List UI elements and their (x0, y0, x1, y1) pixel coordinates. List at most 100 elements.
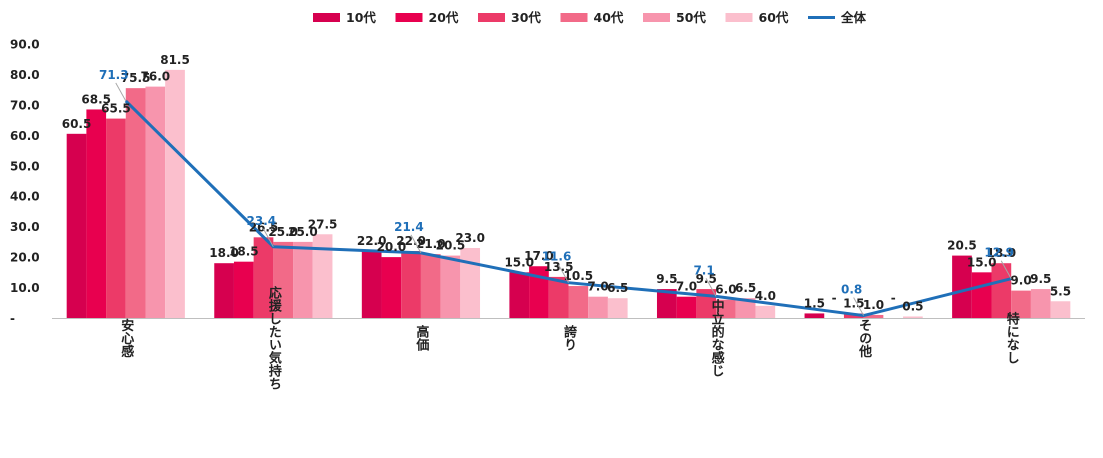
x-category-label: 中立的な感じ (709, 298, 725, 377)
legend-label: 10代 (346, 10, 376, 25)
bar-10代-3 (509, 272, 530, 318)
line-label-leader (1000, 260, 1012, 279)
bar-10代-6 (952, 255, 972, 318)
bar-value-label: 0.5 (902, 299, 923, 313)
line-label-leader (558, 264, 569, 283)
x-category-label: 特になし (1004, 311, 1020, 364)
bar-value-label: 20.5 (436, 239, 466, 253)
line-value-label: 7.1 (693, 263, 714, 277)
line-value-label: 21.4 (394, 220, 424, 234)
line-value-label: 23.4 (247, 214, 277, 228)
legend-label: 60代 (759, 10, 789, 25)
bar-value-label: 27.5 (308, 217, 338, 231)
bar-50代-6 (1030, 289, 1051, 318)
bar-50代-1 (293, 241, 313, 318)
bar-value-label: 13.5 (544, 260, 574, 274)
bar-20代-0 (86, 109, 107, 318)
line-label-leader (262, 228, 274, 248)
bar-50代-2 (440, 255, 461, 318)
bar-value-label: 25.0 (288, 225, 318, 239)
bar-value-label: 75.5 (121, 71, 151, 85)
line-value-labels: 71.3 23.4 21.4 11.6 7.1 0.8 12.9 (99, 68, 1014, 316)
legend-label: 30代 (511, 10, 541, 25)
legend-swatch-30代 (478, 13, 505, 22)
legend-swatch-10代 (313, 13, 340, 22)
bars (66, 69, 1071, 319)
y-tick-label: 70.0 (10, 98, 40, 112)
x-category-label: その他 (856, 319, 873, 359)
bar-value-label: 6.5 (607, 281, 628, 295)
bar-60代-2 (460, 247, 481, 318)
y-tick-label: 10.0 (10, 281, 40, 295)
bar-value-label: 20.5 (947, 239, 977, 253)
y-tick-label: 90.0 (10, 38, 40, 52)
line-label-leader (705, 278, 717, 297)
bar-20代-1 (233, 261, 254, 318)
bar-value-label: 81.5 (160, 53, 190, 67)
bar-value-label: 7.0 (587, 280, 608, 294)
bar-value-label: 15.0 (967, 255, 997, 269)
bar-value-label: 1.0 (863, 298, 884, 312)
bar-40代-1 (273, 241, 294, 318)
bar-60代-5 (903, 316, 923, 318)
y-tick-label: - (10, 312, 15, 326)
line-value-label: 71.3 (99, 68, 129, 82)
bar-value-label: 65.5 (101, 102, 131, 116)
legend-label: 40代 (594, 10, 624, 25)
bar-40代-0 (125, 88, 146, 319)
bar-value-label: 18.5 (229, 245, 259, 259)
x-category-label: 安心感 (118, 318, 133, 359)
legend-label: 50代 (676, 10, 706, 25)
bar-value-label: 22.0 (357, 234, 387, 248)
legend-label: 全体 (840, 10, 867, 25)
bar-60代-1 (312, 234, 333, 318)
line-value-label: 11.6 (542, 250, 572, 264)
bar-20代-6 (971, 272, 992, 318)
bar-60代-0 (165, 69, 185, 318)
bar-value-label: 76.0 (141, 70, 171, 84)
bar-40代-3 (568, 286, 589, 318)
line-value-label: 12.9 (984, 246, 1014, 260)
bar-30代-0 (106, 118, 126, 318)
y-axis: - 10.0 20.0 30.0 40.0 50.0 60.0 70.0 80.0 90.0 (10, 38, 40, 326)
bar-30代-6 (991, 263, 1012, 318)
bar-50代-0 (145, 86, 166, 318)
bar-20代-4 (676, 296, 697, 318)
bar-30代-1 (253, 237, 274, 318)
x-category-label: 高価 (413, 324, 430, 352)
line-label-leader (115, 82, 127, 102)
legend-swatch-50代 (643, 13, 670, 22)
bar-value-label: 6.5 (735, 281, 756, 295)
legend: 10代 20代 30代 40代 50代 60代 全体 (313, 10, 867, 25)
bar-value-label: 60.5 (62, 117, 92, 131)
bar-50代-4 (735, 298, 756, 318)
line-label-leader (853, 297, 865, 316)
bar-value-label: 21.0 (416, 237, 446, 251)
bar-10代-2 (361, 251, 382, 318)
bar-40代-4 (716, 299, 736, 318)
line-value-label: 0.8 (841, 283, 862, 297)
bar-value-label: 15.0 (504, 255, 534, 269)
bar-value-label: 20.0 (377, 240, 407, 254)
bar-value-labels: 60.5 18.0 22.0 15.0 9.5 1.5 20.5 68.5 18.5 20.0 17… (62, 53, 1071, 314)
bar-30代-3 (548, 276, 569, 318)
bar-20代-2 (381, 257, 402, 318)
y-tick-label: 60.0 (10, 129, 40, 143)
bar-value-label: 6.0 (715, 283, 736, 297)
bar-value-label: 9.5 (1030, 272, 1051, 286)
y-tick-label: 50.0 (10, 159, 40, 173)
legend-swatch-60代 (725, 13, 753, 22)
x-category-label: 誇り (561, 324, 577, 351)
bar-10代-4 (656, 289, 677, 318)
bar-value-label: 7.0 (676, 280, 697, 294)
bar-value-label: - (891, 291, 896, 305)
bar-value-label: 18.0 (209, 246, 239, 260)
bar-value-label: 18.0 (987, 246, 1017, 260)
bar-value-label: 9.0 (1010, 274, 1031, 288)
bar-10代-5 (804, 313, 825, 318)
bar-value-label: 4.0 (755, 289, 776, 303)
bar-30代-2 (401, 251, 421, 318)
bar-60代-3 (607, 298, 628, 318)
